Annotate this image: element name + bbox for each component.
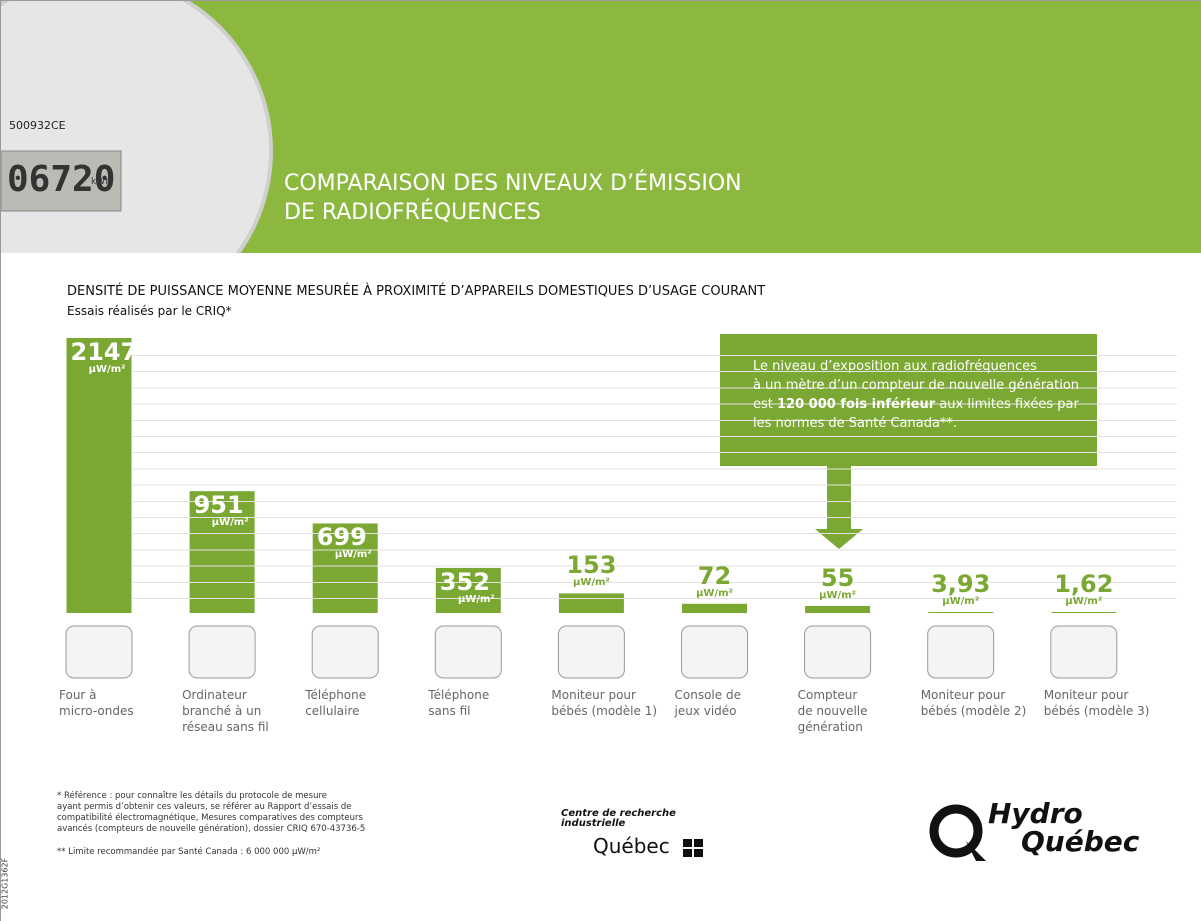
value-unit: µW/m² — [71, 364, 126, 375]
category-label: Moniteur pour bébés (modèle 3) — [1044, 687, 1174, 719]
device-icon — [928, 626, 994, 678]
chart-title: DENSITÉ DE PUISSANCE MOYENNE MESURÉE À P… — [67, 284, 765, 299]
value-label: 153 — [531, 553, 651, 577]
value-unit: µW/m² — [1024, 596, 1144, 607]
category-label: Téléphone cellulaire — [305, 687, 435, 719]
footnote: * Référence : pour connaître les détails… — [57, 791, 365, 835]
category-label: Four à micro-ondes — [59, 687, 189, 719]
value-label: 352 — [440, 570, 505, 594]
chart-subtitle: Essais réalisés par le CRIQ* — [67, 304, 232, 318]
footnote: ** Limite recommandée par Santé Canada :… — [57, 847, 320, 857]
value-label: 1,62 — [1024, 572, 1144, 596]
value-unit: µW/m² — [440, 594, 495, 605]
document-code: 2012G1362F — [0, 858, 9, 910]
criq-line: Centre de recherche industrielle — [561, 809, 676, 829]
device-icon — [435, 626, 501, 678]
category-label: Moniteur pour bébés (modèle 1) — [551, 687, 681, 719]
value-label: 951 — [194, 493, 259, 517]
value-label: 3,93 — [901, 572, 1021, 596]
hq-line2: Québec — [1021, 829, 1139, 855]
device-icon — [682, 626, 748, 678]
device-icon — [66, 626, 132, 678]
page: 500932CE 06720 kWh COMPARAISON DES NIVEA… — [0, 0, 1201, 921]
category-label: Ordinateur branché à un réseau sans fil — [182, 687, 312, 735]
value-unit: µW/m² — [317, 549, 372, 560]
category-label: Téléphone sans fil — [428, 687, 558, 719]
hq-line1: Hydro — [988, 801, 1083, 827]
value-unit: µW/m² — [901, 596, 1021, 607]
value-label: 72 — [655, 564, 775, 588]
bar — [67, 338, 132, 613]
device-icon — [1051, 626, 1117, 678]
category-label: Console de jeux vidéo — [675, 687, 805, 719]
header-title: COMPARAISON DES NIVEAUX D’ÉMISSION DE RA… — [284, 169, 742, 227]
callout-text: Le niveau d’exposition aux radiofréquenc… — [753, 357, 1079, 433]
category-label: Moniteur pour bébés (modèle 2) — [921, 687, 1051, 719]
device-icon — [189, 626, 255, 678]
device-icon — [805, 626, 871, 678]
device-icon — [558, 626, 624, 678]
value-unit: µW/m² — [778, 590, 898, 601]
value-unit: µW/m² — [531, 577, 651, 588]
criq-name: Québec — [593, 834, 670, 858]
category-label: Compteur de nouvelle génération — [798, 687, 928, 735]
value-unit: µW/m² — [655, 588, 775, 599]
meter-unit: kWh — [91, 177, 111, 187]
value-label: 55 — [778, 566, 898, 590]
device-icon — [312, 626, 378, 678]
value-label: 2147 — [71, 340, 136, 364]
callout-bold: 120 000 fois inférieur — [777, 397, 935, 412]
value-label: 699 — [317, 525, 382, 549]
meter-serial: 500932CE — [9, 119, 66, 132]
value-unit: µW/m² — [194, 517, 249, 528]
